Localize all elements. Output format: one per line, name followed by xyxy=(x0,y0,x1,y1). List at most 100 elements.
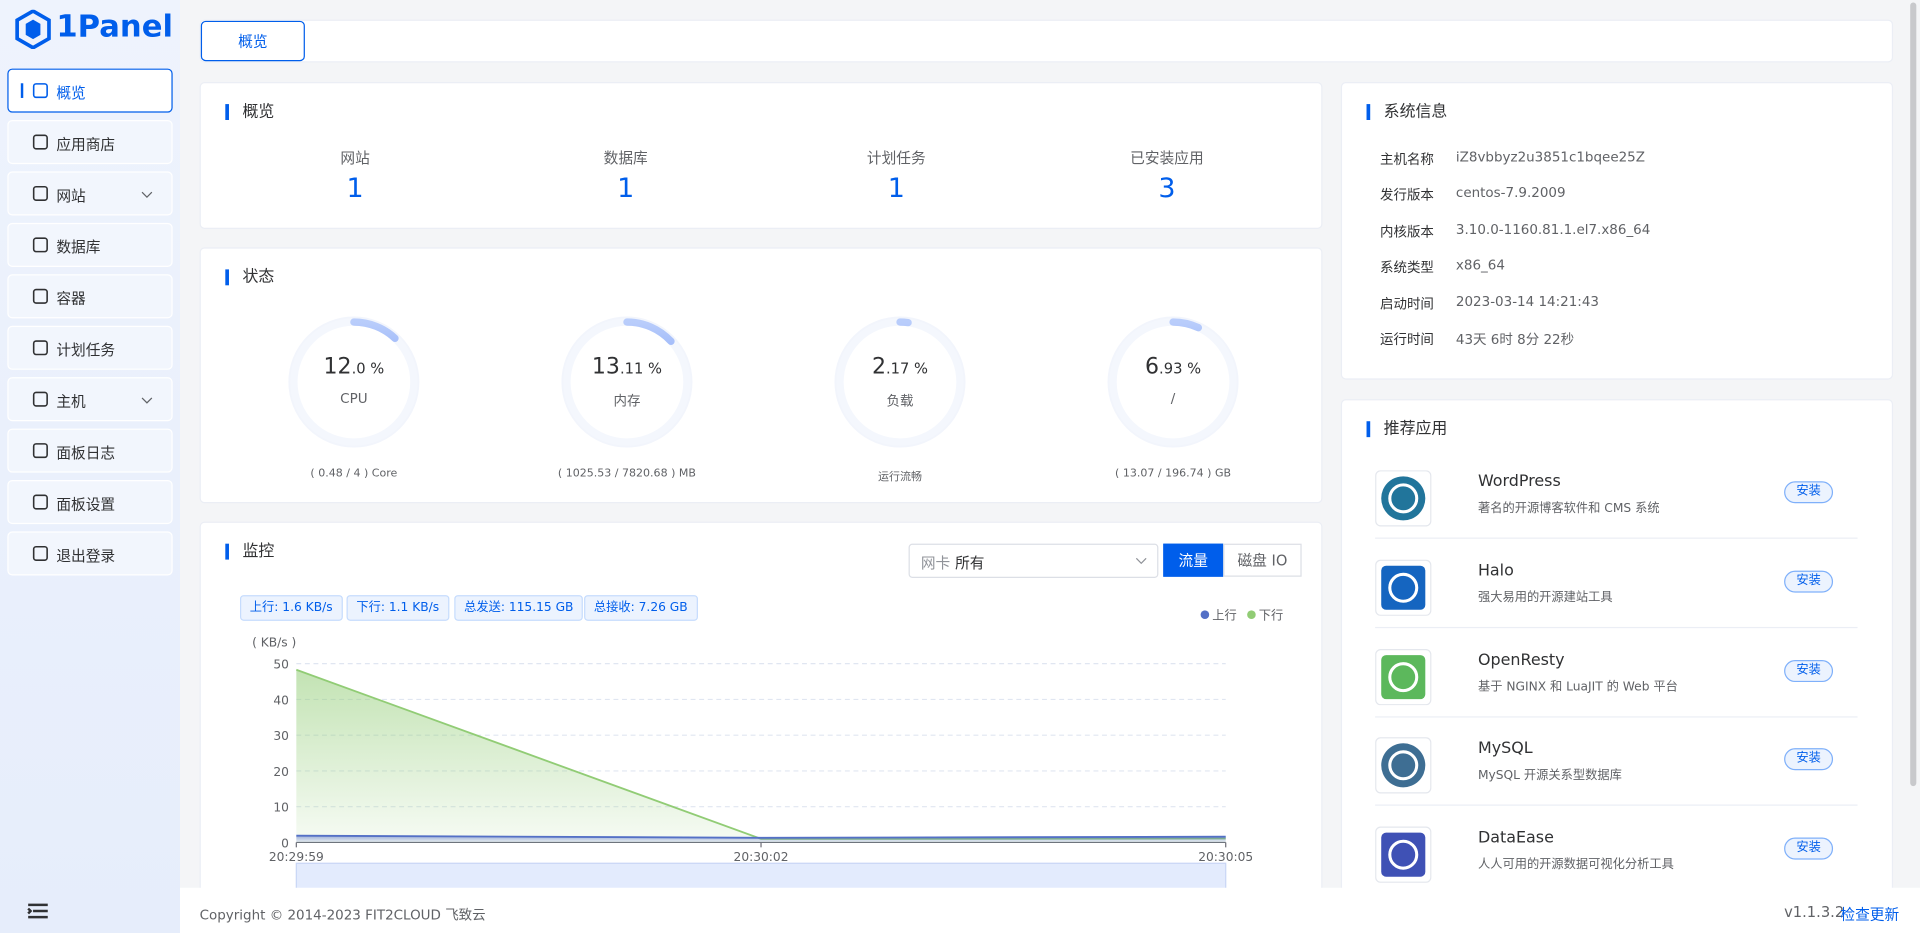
gauge-arc xyxy=(836,318,964,446)
chevron xyxy=(1135,557,1147,565)
icon-shape xyxy=(32,288,48,304)
stat-label: 计划任务 xyxy=(866,149,926,167)
nic-select[interactable]: 网卡 所有 xyxy=(908,543,1159,578)
y-tick-label: 10 xyxy=(273,801,289,815)
stat-value[interactable]: 3 xyxy=(1158,173,1176,205)
gauge-main: 12 xyxy=(323,353,352,380)
install-button[interactable]: 安装 xyxy=(1784,837,1834,860)
scrollbar[interactable] xyxy=(1910,2,1917,787)
logo-icon xyxy=(15,9,51,49)
stat-value[interactable]: 1 xyxy=(617,173,635,205)
gauge-detail: ( 13.07 / 196.74 ) GB xyxy=(1115,467,1232,481)
icon-shape xyxy=(32,391,48,407)
menu-item[interactable]: 主机 xyxy=(7,377,173,422)
icon-body xyxy=(1381,743,1426,788)
gauge-value: 12.0 % xyxy=(280,354,427,380)
legend-marker xyxy=(1247,610,1256,619)
menu-item[interactable]: 应用商店 xyxy=(7,120,173,165)
info-value: centos-7.9.2009 xyxy=(1455,185,1566,202)
app-icon xyxy=(1375,559,1432,616)
gauge-value: 2.17 % xyxy=(827,354,974,380)
gauge-fraction: .93 % xyxy=(1159,360,1202,378)
sidebar: 1Panel 概览应用商店网站数据库容器计划任务主机面板日志面板设置退出登录 xyxy=(0,0,181,933)
toggle-button[interactable]: 流量 xyxy=(1163,543,1224,577)
menu-label: 退出登录 xyxy=(56,547,116,565)
gauge-value: 6.93 % xyxy=(1100,354,1247,380)
icon-shape xyxy=(32,83,48,99)
app-name[interactable]: MySQL xyxy=(1477,740,1533,759)
menu-icon xyxy=(32,494,48,510)
gauge-detail: ( 0.48 / 4 ) Core xyxy=(310,467,398,481)
icon-glyph xyxy=(1388,661,1419,692)
menu-label: 面板日志 xyxy=(56,444,116,462)
info-value: x86_64 xyxy=(1455,257,1505,274)
info-value: 2023-03-14 14:21:43 xyxy=(1455,293,1599,310)
install-button[interactable]: 安装 xyxy=(1784,659,1834,682)
gauge-value: 13.11 % xyxy=(553,354,700,380)
area xyxy=(296,669,1226,843)
icon-shape xyxy=(32,237,48,253)
menu-label: 面板设置 xyxy=(56,495,116,514)
icon-body xyxy=(1381,832,1426,877)
check-update[interactable]: 检查更新 xyxy=(1840,906,1900,924)
icon-shape xyxy=(32,545,48,562)
stat-label: 已安装应用 xyxy=(1130,149,1204,167)
menu-item[interactable]: 退出登录 xyxy=(7,531,173,576)
menu-label: 应用商店 xyxy=(56,135,116,154)
icon-shape xyxy=(32,443,48,459)
card-title: 推荐应用 xyxy=(1366,421,1447,438)
y-tick-label: 30 xyxy=(273,729,289,743)
info-value: iZ8vbbyz2u3851c1bqee25Z xyxy=(1455,149,1645,166)
system-info-card: 系统信息 主机名称 iZ8vbbyz2u3851c1bqee25Z 发行版本 cent… xyxy=(1340,82,1894,380)
icon-glyph xyxy=(1388,839,1419,870)
menu-label: 主机 xyxy=(56,393,86,411)
app-name[interactable]: DataEase xyxy=(1477,829,1554,848)
menu-item[interactable]: 面板设置 xyxy=(7,480,173,525)
collapse-icon[interactable] xyxy=(27,902,49,919)
gauge-label: CPU xyxy=(340,390,368,407)
copyright: Copyright © 2014-2023 FIT2CLOUD 飞致云 xyxy=(199,907,486,924)
icon-shape xyxy=(32,340,48,356)
menu-item[interactable]: 数据库 xyxy=(7,222,173,267)
menu-item[interactable]: 概览 xyxy=(7,68,173,113)
install-button[interactable]: 安装 xyxy=(1784,570,1834,593)
info-value: 43天 6时 8分 22秒 xyxy=(1455,331,1575,348)
app-name[interactable]: Halo xyxy=(1477,561,1514,581)
info-tag: 总接收: 7.26 GB xyxy=(584,595,698,621)
app-name[interactable]: WordPress xyxy=(1477,472,1561,492)
menu-item[interactable]: 计划任务 xyxy=(7,325,173,370)
menu-icon xyxy=(32,391,48,407)
menu-item[interactable]: 网站 xyxy=(7,171,173,216)
stat-value[interactable]: 1 xyxy=(346,173,364,205)
legend-label: 下行 xyxy=(1259,609,1283,623)
tab[interactable]: 概览 xyxy=(200,20,305,62)
network-chart: ( KB/s ) 0 10 20 30 40 50 20:29:59 20:30:02 20:30… xyxy=(252,609,1283,901)
menu-icon xyxy=(32,83,48,99)
app-name[interactable]: OpenResty xyxy=(1477,650,1565,670)
brand: 1Panel xyxy=(56,8,173,45)
install-button[interactable]: 安装 xyxy=(1784,748,1834,771)
chevron-shape xyxy=(141,191,153,199)
x-tick-label: 20:29:59 xyxy=(269,850,324,864)
toggle-button[interactable]: 磁盘 IO xyxy=(1223,543,1302,577)
menu-icon xyxy=(32,443,48,459)
stat-label: 网站 xyxy=(340,149,370,167)
menu-item[interactable]: 面板日志 xyxy=(7,428,173,473)
app-desc: 著名的开源博客软件和 CMS 系统 xyxy=(1477,502,1660,516)
version: v1.1.3.2 xyxy=(1784,903,1845,921)
legend-label: 上行 xyxy=(1212,609,1236,623)
app-desc: 人人可用的开源数据可视化分析工具 xyxy=(1477,858,1674,873)
select-label: 网卡 xyxy=(920,554,951,572)
menu-label: 容器 xyxy=(56,290,86,308)
install-button[interactable]: 安装 xyxy=(1784,481,1834,504)
separator xyxy=(1375,626,1858,628)
icon-shape xyxy=(32,134,48,150)
overview-card: 概览 网站 1 数据库 1 计划任务 1 已安装应用 3 xyxy=(199,82,1323,229)
menu-item[interactable]: 容器 xyxy=(7,274,173,319)
gauge-track xyxy=(836,318,964,446)
icon-glyph xyxy=(1388,483,1419,514)
stat-value[interactable]: 1 xyxy=(887,173,905,205)
gauge-arc xyxy=(563,318,691,446)
